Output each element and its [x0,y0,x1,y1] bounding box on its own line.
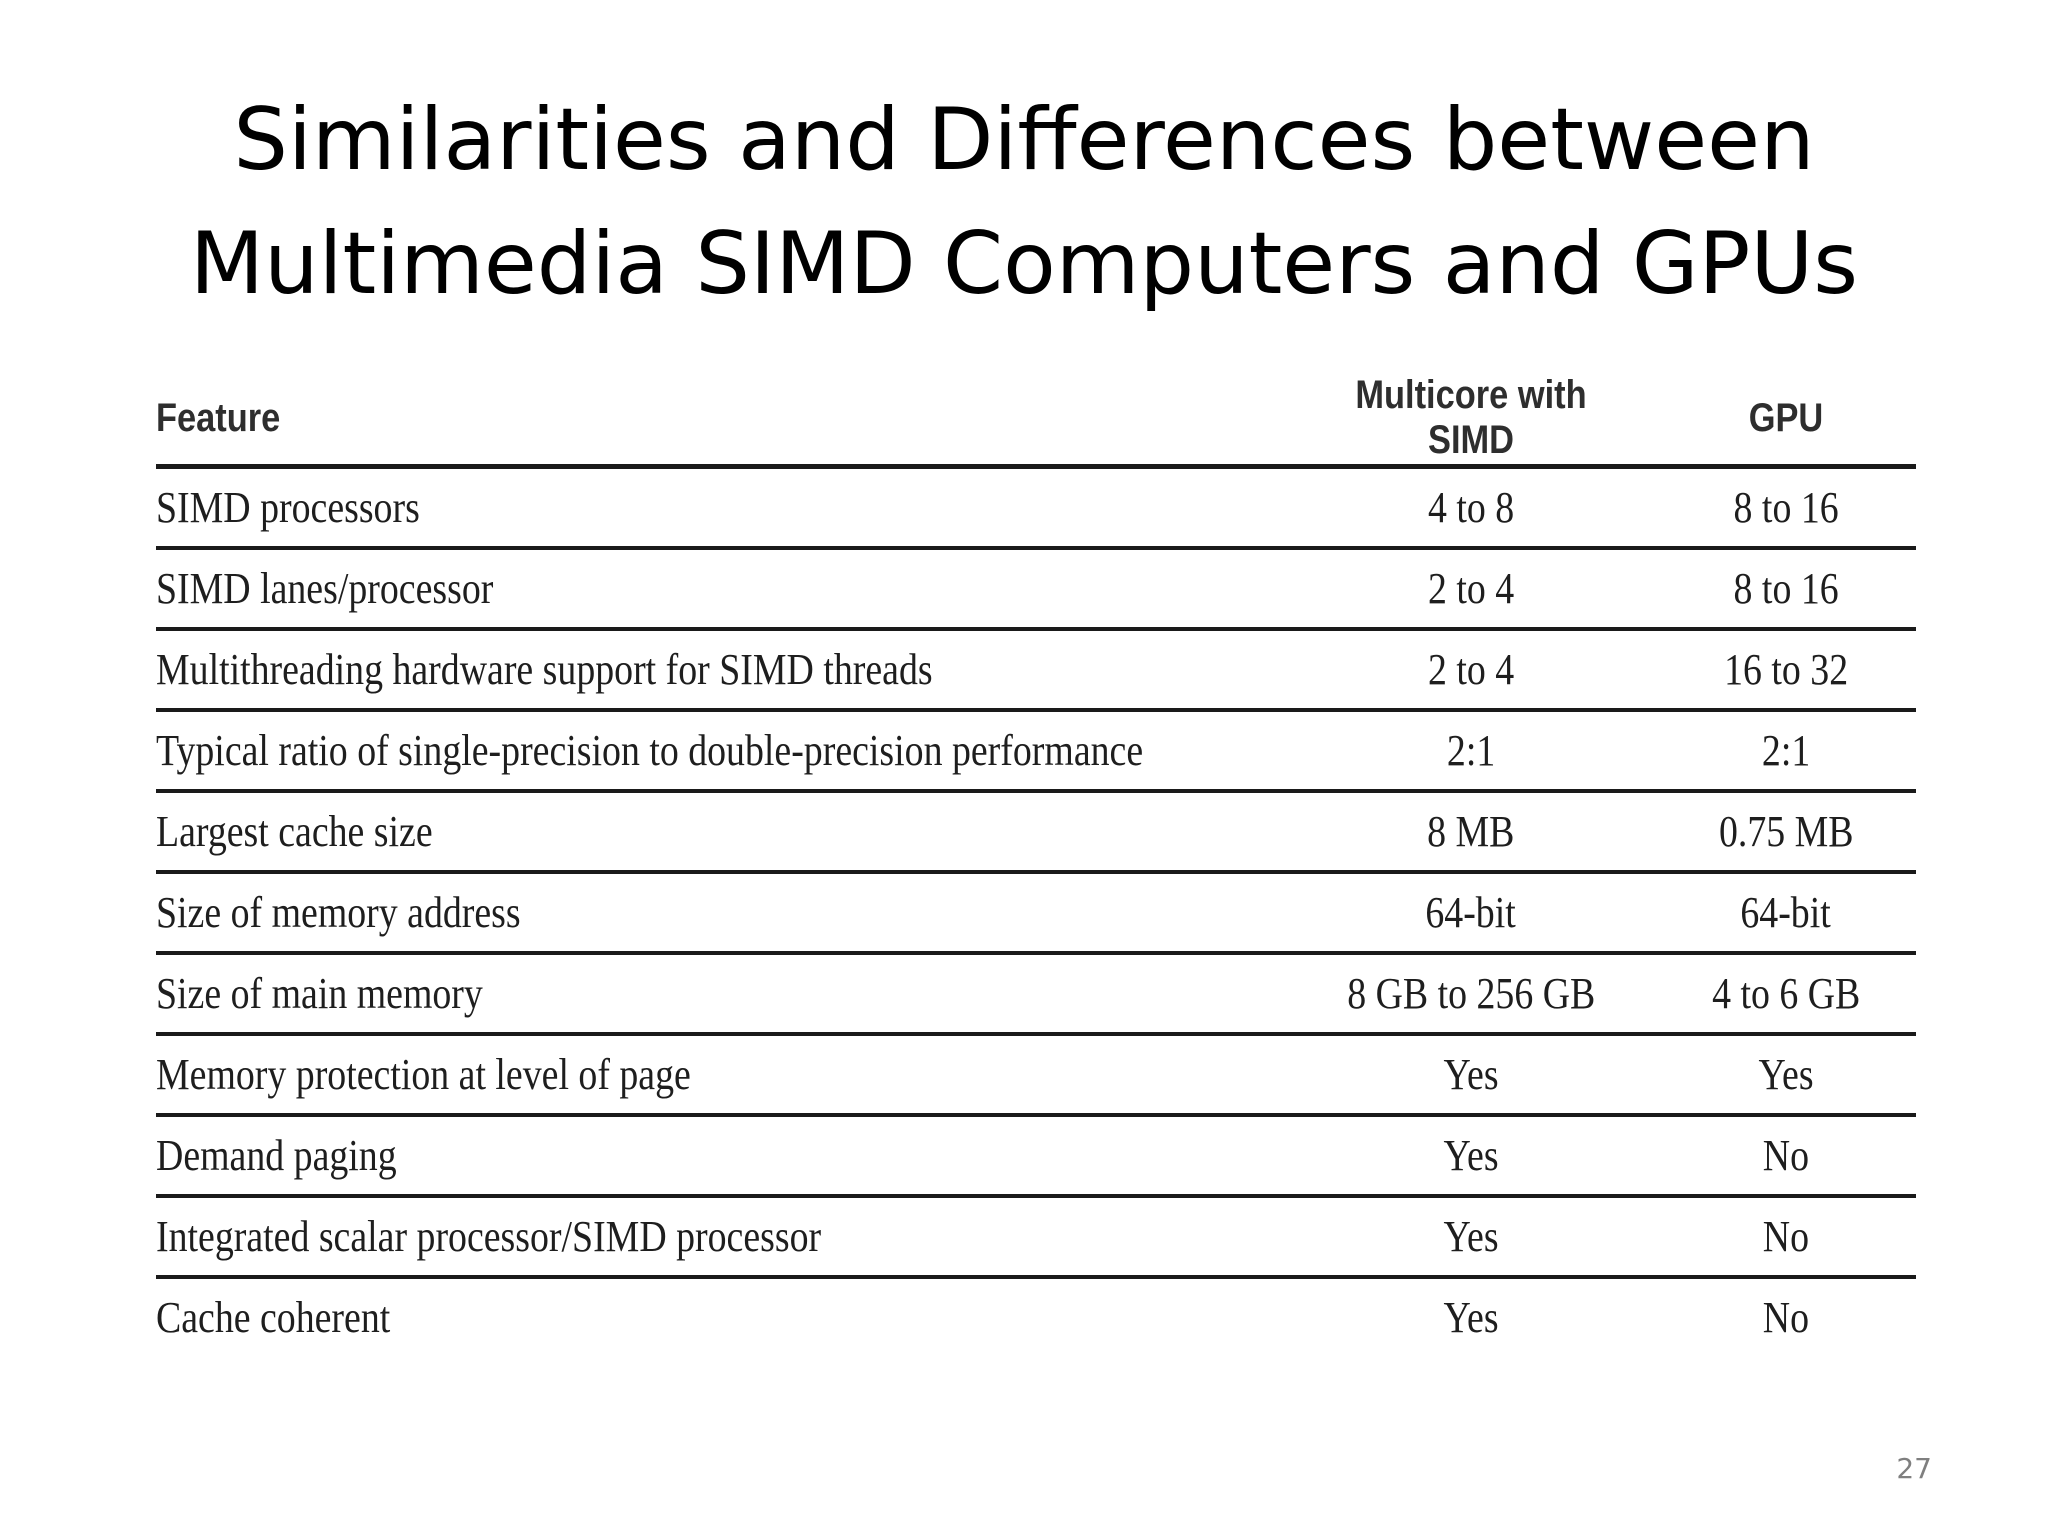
cell-feature: Size of memory address [156,872,1286,953]
cell-multi-text: Yes [1443,1293,1499,1342]
cell-gpu: 16 to 32 [1656,629,1916,710]
cell-feature: Memory protection at level of page [156,1034,1286,1115]
slide-title-line-1: Similarities and Differences between [233,90,1815,190]
cell-multi: 64-bit [1286,872,1656,953]
cell-gpu: Yes [1656,1034,1916,1115]
cell-gpu: No [1656,1196,1916,1277]
cell-feature: SIMD processors [156,467,1286,549]
cell-gpu: 8 to 16 [1656,548,1916,629]
cell-multi-text: Yes [1443,1131,1499,1180]
table-row: Demand paging Yes No [156,1115,1916,1196]
cell-feature-text: Typical ratio of single-precision to dou… [156,726,1144,775]
cell-gpu: 8 to 16 [1656,467,1916,549]
cell-multi: Yes [1286,1277,1656,1356]
cell-feature-text: Demand paging [156,1131,397,1180]
cell-multi-text: Yes [1443,1212,1499,1261]
cell-feature-text: Size of memory address [156,888,521,937]
table-row: Multithreading hardware support for SIMD… [156,629,1916,710]
cell-feature: Largest cache size [156,791,1286,872]
cell-gpu: No [1656,1277,1916,1356]
comparison-table: Feature Multicore with SIMD GPU SIMD pro… [156,372,1916,1356]
cell-multi: Yes [1286,1034,1656,1115]
cell-gpu-text: Yes [1758,1050,1814,1099]
cell-gpu-text: 4 to 6 GB [1711,969,1861,1018]
slide-title-line-2: Multimedia SIMD Computers and GPUs [189,214,1859,314]
cell-multi: 8 GB to 256 GB [1286,953,1656,1034]
cell-gpu-text: 8 to 16 [1733,564,1839,613]
table-row: Integrated scalar processor/SIMD process… [156,1196,1916,1277]
cell-feature-text: Largest cache size [156,807,433,856]
cell-gpu-text: 2:1 [1761,726,1811,775]
cell-gpu-text: No [1762,1131,1810,1180]
table-row: Typical ratio of single-precision to dou… [156,710,1916,791]
cell-feature: SIMD lanes/processor [156,548,1286,629]
table-row: SIMD lanes/processor 2 to 4 8 to 16 [156,548,1916,629]
cell-gpu: 4 to 6 GB [1656,953,1916,1034]
cell-feature-text: Size of main memory [156,969,483,1018]
cell-multi-text: 4 to 8 [1427,483,1515,532]
cell-multi: 2 to 4 [1286,548,1656,629]
table-row: Memory protection at level of page Yes Yes [156,1034,1916,1115]
cell-feature: Size of main memory [156,953,1286,1034]
page-number: 27 [1896,1452,1932,1485]
cell-feature-text: SIMD lanes/processor [156,564,494,613]
header-feature: Feature [156,395,281,440]
comparison-table-container: Feature Multicore with SIMD GPU SIMD pro… [156,372,1916,1356]
cell-multi: Yes [1286,1115,1656,1196]
cell-feature: Cache coherent [156,1277,1286,1356]
cell-feature-text: Multithreading hardware support for SIMD… [156,645,933,694]
table-row: Size of memory address 64-bit 64-bit [156,872,1916,953]
cell-feature-text: Cache coherent [156,1293,391,1342]
cell-gpu-text: 64-bit [1740,888,1832,937]
cell-feature-text: SIMD processors [156,483,420,532]
cell-feature: Demand paging [156,1115,1286,1196]
cell-gpu-text: No [1762,1212,1810,1261]
table-row: Size of main memory 8 GB to 256 GB 4 to 6 … [156,953,1916,1034]
cell-multi-text: Yes [1443,1050,1499,1099]
cell-multi-text: 8 GB to 256 GB [1346,969,1596,1018]
table-row: Largest cache size 8 MB 0.75 MB [156,791,1916,872]
table-row: SIMD processors 4 to 8 8 to 16 [156,467,1916,549]
cell-multi-text: 2 to 4 [1427,564,1515,613]
cell-feature: Multithreading hardware support for SIMD… [156,629,1286,710]
cell-multi: 2:1 [1286,710,1656,791]
cell-multi: 8 MB [1286,791,1656,872]
cell-multi-text: 2 to 4 [1427,645,1515,694]
table-row: Cache coherent Yes No [156,1277,1916,1356]
header-multicore: Multicore with SIMD [1355,373,1587,462]
cell-gpu: 2:1 [1656,710,1916,791]
header-gpu: GPU [1748,395,1824,440]
cell-gpu-text: No [1762,1293,1810,1342]
cell-multi-text: 64-bit [1425,888,1517,937]
slide-title: Similarities and Differences between Mul… [0,78,2048,326]
cell-multi-text: 8 MB [1427,807,1515,856]
cell-gpu-text: 16 to 32 [1723,645,1849,694]
cell-feature-text: Integrated scalar processor/SIMD process… [156,1212,822,1261]
cell-gpu-text: 0.75 MB [1718,807,1854,856]
cell-feature: Integrated scalar processor/SIMD process… [156,1196,1286,1277]
cell-feature-text: Memory protection at level of page [156,1050,691,1099]
cell-multi: 2 to 4 [1286,629,1656,710]
cell-feature: Typical ratio of single-precision to dou… [156,710,1286,791]
cell-gpu-text: 8 to 16 [1733,483,1839,532]
cell-multi: 4 to 8 [1286,467,1656,549]
cell-gpu: 64-bit [1656,872,1916,953]
table-header-row: Feature Multicore with SIMD GPU [156,372,1916,467]
cell-gpu: No [1656,1115,1916,1196]
cell-multi-text: 2:1 [1446,726,1496,775]
cell-gpu: 0.75 MB [1656,791,1916,872]
cell-multi: Yes [1286,1196,1656,1277]
